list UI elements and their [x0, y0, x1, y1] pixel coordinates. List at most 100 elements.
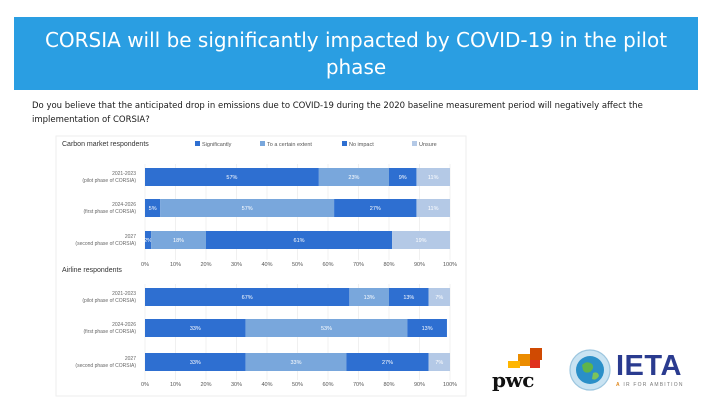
legend-swatch — [195, 141, 200, 146]
x-tick-label: 90% — [414, 262, 425, 268]
pwc-logo-block — [530, 348, 542, 360]
data-label: 33% — [190, 360, 201, 366]
category-sublabel: (second phase of CORSIA) — [75, 363, 136, 369]
ieta-tagline: A IR FOR AMBITION — [616, 382, 684, 388]
data-label: 13% — [422, 326, 433, 332]
category-label: 2027 — [125, 356, 136, 362]
bar-segment — [145, 288, 350, 306]
category-label: 2024-2026 — [112, 202, 136, 208]
bar-segment — [206, 231, 393, 249]
chart-title: Carbon market respondents — [62, 141, 149, 148]
pwc-logo: pwc — [490, 348, 550, 393]
data-label: 23% — [348, 175, 359, 181]
x-tick-label: 20% — [200, 382, 211, 388]
bar-segment — [151, 231, 206, 249]
x-tick-label: 40% — [261, 262, 272, 268]
bar-segment — [416, 199, 450, 217]
data-label: 11% — [428, 206, 439, 212]
bar-segment — [416, 168, 450, 186]
x-tick-label: 10% — [170, 382, 181, 388]
data-label: 7% — [435, 360, 443, 366]
x-tick-label: 100% — [443, 382, 457, 388]
ieta-wordmark: IETA — [616, 350, 682, 382]
legend-swatch — [412, 141, 417, 146]
data-label: 33% — [190, 326, 201, 332]
bar-segment — [334, 199, 417, 217]
category-sublabel: (first phase of CORSIA) — [83, 209, 136, 215]
category-label: 2021-2023 — [112, 291, 136, 297]
category-sublabel: (second phase of CORSIA) — [75, 241, 136, 247]
bar-segment — [392, 231, 450, 249]
pwc-logo-block — [518, 354, 530, 366]
bar-segment — [145, 168, 319, 186]
x-tick-label: 30% — [231, 382, 242, 388]
legend-label: To a certain extent — [267, 142, 312, 148]
x-tick-label: 50% — [292, 262, 303, 268]
category-label: 2024-2026 — [112, 322, 136, 328]
pwc-wordmark: pwc — [492, 368, 534, 392]
ieta-logo: IETA A IR FOR AMBITION — [568, 348, 688, 392]
survey-question: Do you believe that the anticipated drop… — [32, 101, 643, 125]
legend-label: No impact — [349, 142, 374, 148]
category-label: 2027 — [125, 234, 136, 240]
x-tick-label: 80% — [383, 382, 394, 388]
bar-segment — [349, 288, 389, 306]
bar-segment — [346, 353, 429, 371]
globe-icon — [569, 349, 611, 391]
bar-segment — [428, 353, 450, 371]
data-label: 33% — [290, 360, 301, 366]
data-label: 61% — [294, 238, 305, 244]
data-label: 13% — [364, 295, 375, 301]
x-tick-label: 0% — [141, 262, 149, 268]
x-tick-label: 50% — [292, 382, 303, 388]
bar-segment — [407, 319, 447, 337]
category-sublabel: (pilot phase of CORSIA) — [82, 298, 136, 304]
legend-swatch — [342, 141, 347, 146]
data-label: 57% — [226, 175, 237, 181]
data-label: 27% — [370, 206, 381, 212]
x-tick-label: 30% — [231, 262, 242, 268]
category-sublabel: (pilot phase of CORSIA) — [82, 178, 136, 184]
x-tick-label: 80% — [383, 262, 394, 268]
category-label: 2021-2023 — [112, 171, 136, 177]
data-label: 18% — [173, 238, 184, 244]
x-tick-label: 20% — [200, 262, 211, 268]
slide-title: CORSIA will be significantly impacted by… — [44, 27, 668, 79]
x-tick-label: 70% — [353, 262, 364, 268]
data-label: 9% — [399, 175, 407, 181]
legend-label: Significantly — [202, 142, 232, 148]
bar-segment — [145, 199, 161, 217]
data-label: 67% — [242, 295, 253, 301]
x-tick-label: 60% — [322, 382, 333, 388]
x-tick-label: 90% — [414, 382, 425, 388]
data-label: 7% — [435, 295, 443, 301]
bar-segment — [145, 353, 246, 371]
x-tick-label: 60% — [322, 262, 333, 268]
bar-segment — [160, 199, 335, 217]
data-label: 53% — [321, 326, 332, 332]
legend-swatch — [260, 141, 265, 146]
bar-segment — [389, 168, 417, 186]
x-tick-label: 100% — [443, 262, 457, 268]
legend-label: Unsure — [419, 142, 437, 148]
x-tick-label: 10% — [170, 262, 181, 268]
data-label: 57% — [242, 206, 253, 212]
bar-segment — [389, 288, 429, 306]
category-sublabel: (first phase of CORSIA) — [83, 329, 136, 335]
pwc-logo-block — [508, 361, 520, 368]
x-tick-label: 0% — [141, 382, 149, 388]
data-label: 5% — [149, 206, 157, 212]
bar-segment — [145, 231, 152, 249]
title-banner: CORSIA will be significantly impacted by… — [14, 17, 698, 90]
bar-segment — [145, 319, 246, 337]
bar-segment — [245, 319, 408, 337]
data-label: 19% — [416, 238, 427, 244]
bar-segment — [245, 353, 347, 371]
data-label: 11% — [428, 175, 439, 181]
pwc-logo-block — [530, 360, 540, 368]
chart-title: Airline respondents — [62, 267, 122, 274]
x-tick-label: 70% — [353, 382, 364, 388]
x-tick-label: 40% — [261, 382, 272, 388]
bar-segment — [318, 168, 389, 186]
